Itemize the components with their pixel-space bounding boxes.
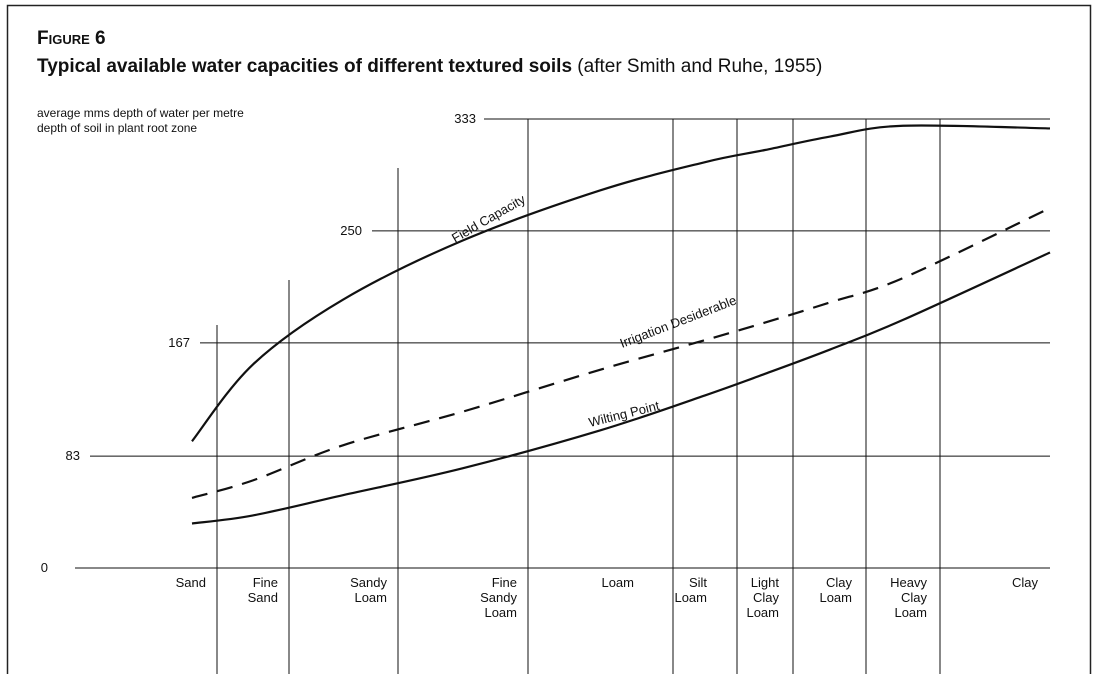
- chart-title: Figure 6: [37, 28, 106, 49]
- x-tick-label-line: Loam: [819, 590, 852, 605]
- x-tick-label-line: Heavy: [890, 575, 927, 590]
- x-tick-label-line: Loam: [354, 590, 387, 605]
- y-axis-label: average mms depth of water per metre: [37, 106, 244, 120]
- chart-subtitle: Typical available water capacities of di…: [37, 56, 822, 77]
- y-tick-label: 83: [66, 448, 80, 463]
- x-tick-label-line: Light: [751, 575, 780, 590]
- x-tick-label: Heavy Clay Loam: [890, 575, 927, 620]
- x-tick-label-line: Clay: [826, 575, 853, 590]
- series-label: Wilting Point: [587, 398, 661, 430]
- y-tick-label: 250: [340, 223, 362, 238]
- x-tick-label-line: Loam: [746, 605, 779, 620]
- x-tick-label: Light Clay Loam: [746, 575, 779, 620]
- series-line: [191, 124, 1051, 442]
- y-tick-label: 333: [454, 111, 476, 126]
- x-tick-label-line: Loam: [674, 590, 707, 605]
- y-axis-label: depth of soil in plant root zone: [37, 121, 197, 135]
- x-tick-label: Clay: [1012, 575, 1039, 590]
- x-tick-label-line: Loam: [894, 605, 927, 620]
- series-line: [191, 206, 1051, 499]
- x-tick-label: Fine Sandy Loam: [480, 575, 517, 620]
- x-tick-label-line: Fine: [253, 575, 278, 590]
- y-tick-label: 0: [41, 560, 48, 575]
- x-tick-label-line: Clay: [1012, 575, 1039, 590]
- x-tick-label: Sandy Loam: [350, 575, 387, 605]
- y-tick-label: 167: [168, 335, 190, 350]
- x-tick-label-line: Fine: [492, 575, 517, 590]
- x-tick-label: Silt Loam: [674, 575, 707, 605]
- x-tick-label-line: Sandy: [480, 590, 517, 605]
- x-tick-label: Loam: [601, 575, 634, 590]
- series-line: [191, 251, 1051, 525]
- x-tick-label-line: Loam: [601, 575, 634, 590]
- x-tick-label: Fine Sand: [248, 575, 278, 605]
- x-tick-label-line: Loam: [484, 605, 517, 620]
- x-tick-label-line: Sandy: [350, 575, 387, 590]
- x-tick-label: Clay Loam: [819, 575, 852, 605]
- x-tick-label-line: Sand: [176, 575, 206, 590]
- frame: [6, 4, 1092, 674]
- source-text: (after Smith and Ruhe, 1955): [577, 56, 822, 77]
- subtitle-text: Typical available water capacities of di…: [37, 56, 572, 77]
- x-tick-label-line: Clay: [753, 590, 780, 605]
- x-tick-label-line: Sand: [248, 590, 278, 605]
- x-tick-label: Sand: [176, 575, 206, 590]
- x-tick-label-line: Silt: [689, 575, 707, 590]
- series-label: Irrigation Desiderable: [618, 293, 739, 351]
- x-tick-label-line: Clay: [901, 590, 928, 605]
